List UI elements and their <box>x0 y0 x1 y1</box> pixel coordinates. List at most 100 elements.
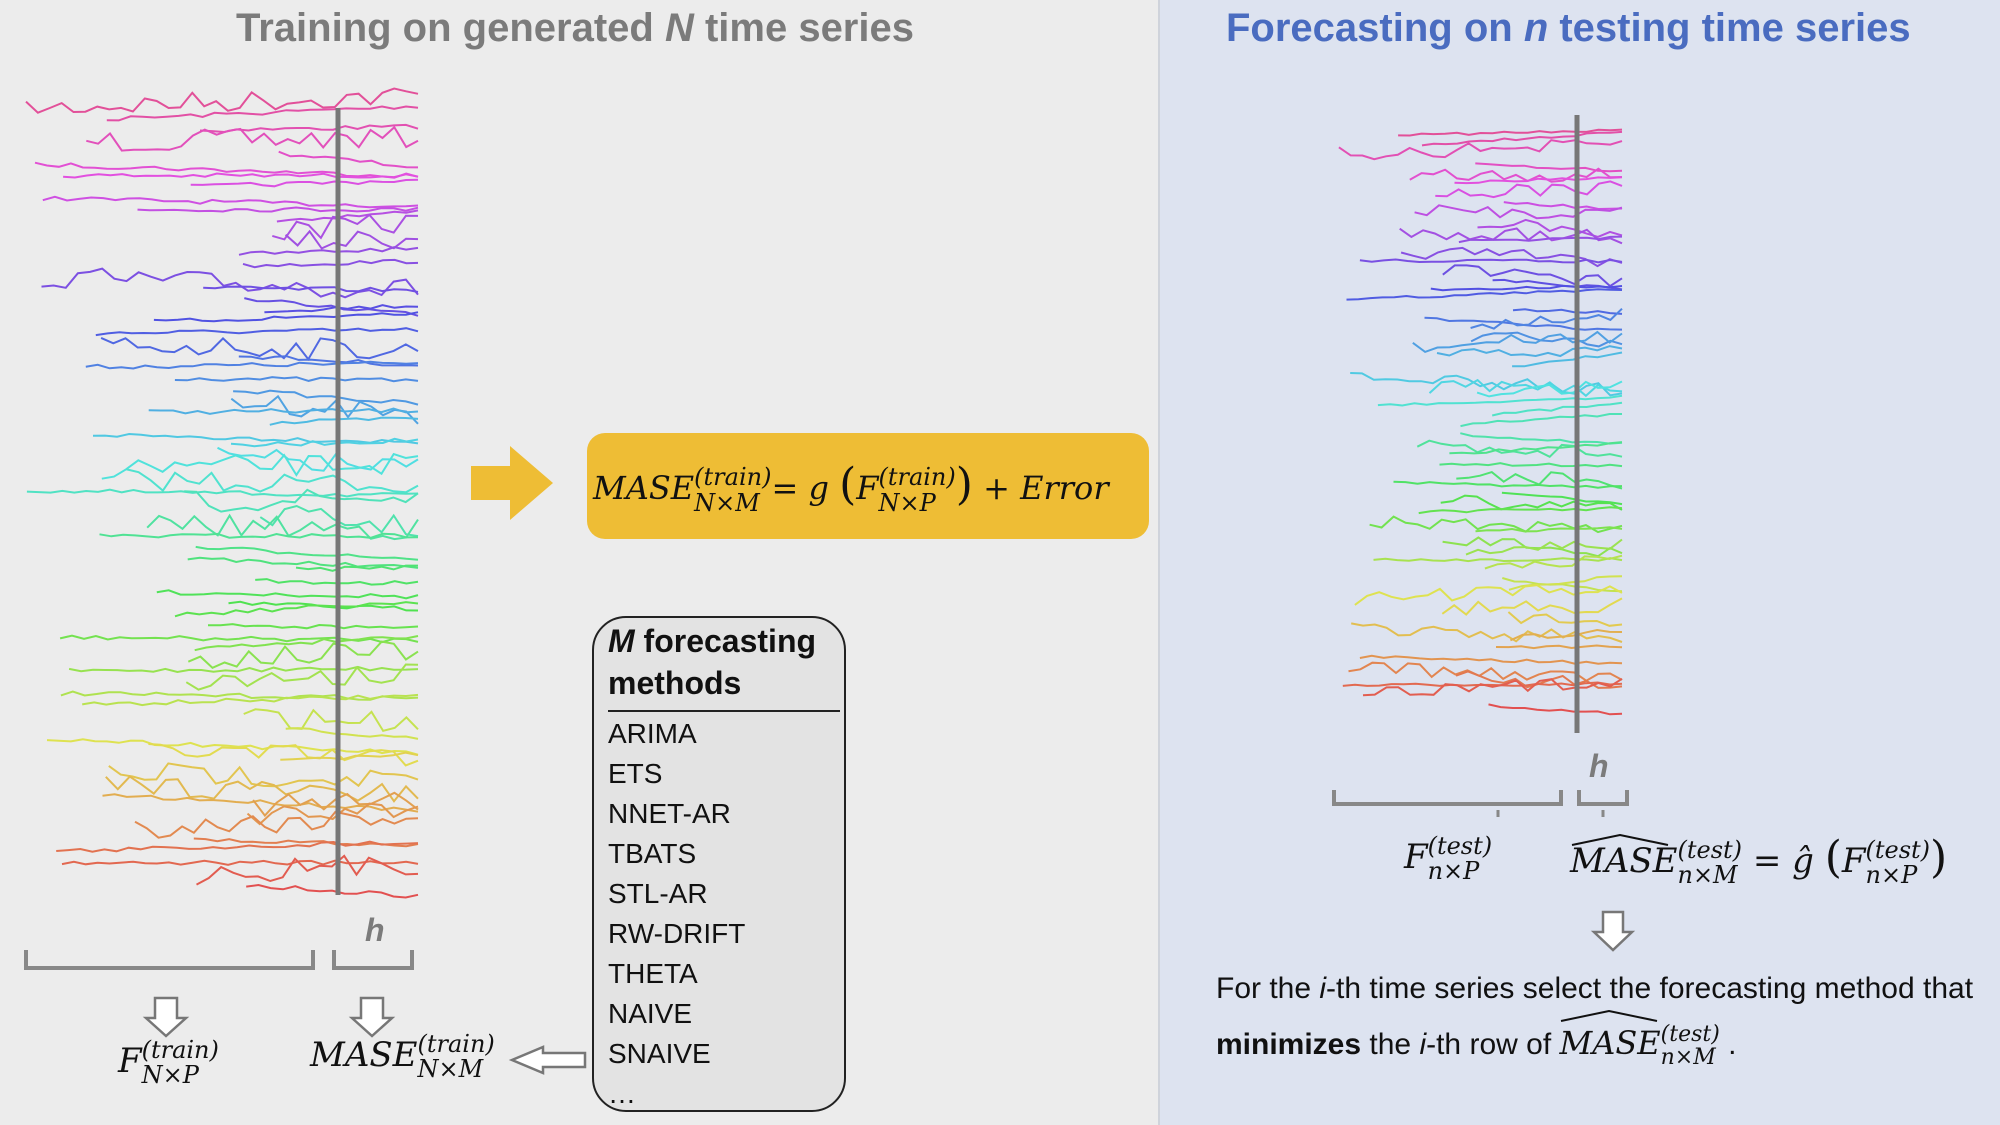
time-series-line <box>108 762 419 788</box>
selection-rule-text: For the i-th time series select the fore… <box>1216 972 1974 1071</box>
method-item: STL-AR <box>608 878 708 909</box>
time-series-line <box>1470 307 1623 330</box>
time-series-line <box>95 327 419 337</box>
time-series-line <box>233 389 419 406</box>
method-item: NAIVE <box>608 998 693 1029</box>
method-item: … <box>608 1078 636 1109</box>
training-features-bracket <box>24 950 315 970</box>
time-series-line <box>1454 176 1623 185</box>
time-series-line <box>100 336 419 361</box>
time-series-line <box>1440 494 1623 511</box>
time-series-line <box>134 810 419 839</box>
time-series-line <box>1470 331 1623 348</box>
time-series-line <box>185 663 419 691</box>
training-title: Training on generated N time series <box>236 6 914 50</box>
time-series-line <box>92 432 419 445</box>
time-series-line <box>68 665 419 674</box>
time-series-line <box>1439 462 1623 468</box>
time-series-line <box>60 690 419 701</box>
time-series-line <box>25 87 419 114</box>
time-series-line <box>1477 218 1623 238</box>
time-series-line <box>1475 526 1623 533</box>
testing-features-bracket <box>1332 790 1563 806</box>
time-series-line <box>1359 258 1623 264</box>
time-series-line <box>244 297 419 317</box>
time-series-line <box>1373 557 1623 563</box>
method-item: NNET-AR <box>608 798 731 829</box>
method-item: TBATS <box>608 838 697 869</box>
training-series-lines <box>25 87 419 899</box>
time-series-line <box>217 446 419 472</box>
time-series-line <box>230 437 419 448</box>
time-series-line <box>41 267 419 299</box>
time-series-line <box>146 513 419 541</box>
time-series-line <box>1460 413 1622 428</box>
time-series-line <box>1409 167 1623 183</box>
time-series-line <box>269 416 419 426</box>
time-series-line <box>1430 284 1623 292</box>
time-series-line <box>230 394 419 425</box>
down-arrow-icon <box>348 996 396 1038</box>
hat-accent <box>1571 834 1669 846</box>
time-series-line <box>1460 432 1623 445</box>
time-series-line <box>195 545 419 561</box>
time-series-line <box>153 311 419 323</box>
down-arrow-icon <box>1590 910 1636 952</box>
method-item: RW-DRIFT <box>608 918 746 949</box>
method-item: ARIMA <box>608 718 697 749</box>
time-series-line <box>105 775 419 803</box>
methods-list: ARIMA ETS NNET-AR TBATS STL-AR RW-DRIFT … <box>594 712 844 1110</box>
testing-series-lines <box>1338 128 1623 716</box>
time-series-line <box>246 802 419 826</box>
time-series-line <box>1509 628 1623 642</box>
time-series-line <box>1416 439 1623 459</box>
testing-features-label: F (test) n×P <box>1404 832 1493 886</box>
training-panel <box>0 0 1158 1125</box>
time-series-line <box>285 727 419 740</box>
training-features-label: F (train) N×P <box>118 1036 219 1090</box>
time-series-line <box>1393 480 1623 489</box>
time-series-line <box>243 708 419 732</box>
time-series-line <box>174 601 419 618</box>
time-series-line <box>1449 441 1623 455</box>
time-series-line <box>56 840 419 853</box>
time-series-line <box>148 743 419 767</box>
time-series-line <box>1442 264 1623 288</box>
time-series-line <box>1458 235 1623 244</box>
time-series-line <box>82 693 419 707</box>
time-series-line <box>1501 491 1623 506</box>
time-series-line <box>187 640 419 669</box>
time-series-line <box>208 623 419 630</box>
time-series-line <box>85 360 419 370</box>
time-series-line <box>1399 227 1623 245</box>
forecasting-title: Forecasting on n testing time series <box>1226 6 1911 50</box>
training-horizon-label: h <box>365 912 385 948</box>
time-series-line <box>272 213 419 241</box>
time-series-line <box>156 589 419 600</box>
down-arrow-icon <box>142 996 190 1038</box>
time-series-line <box>187 556 419 569</box>
time-series-line <box>137 206 419 213</box>
time-series-line <box>264 304 419 314</box>
time-series-line <box>1484 554 1623 570</box>
time-series-line <box>1400 246 1623 268</box>
time-series-line <box>284 229 419 250</box>
time-series-line <box>184 488 419 513</box>
time-series-line <box>1418 506 1623 515</box>
training-horizon-bracket <box>332 950 414 970</box>
time-series-line <box>1359 654 1623 665</box>
time-series-line <box>174 376 419 383</box>
time-series-line <box>99 532 419 539</box>
method-item: THETA <box>608 958 698 989</box>
hat-accent <box>1561 1010 1658 1022</box>
testing-mase-estimate-formula: MASE (test) n×M = ĝ (F (test) n×P) <box>1570 832 1948 889</box>
methods-heading: M forecasting methods <box>608 618 840 712</box>
time-series-line <box>1346 288 1623 301</box>
time-series-line <box>1436 345 1623 358</box>
time-series-line <box>1435 180 1623 199</box>
time-series-line <box>1377 394 1623 407</box>
time-series-line <box>295 564 418 572</box>
regression-formula: MASE (train) N×M = g (F (train) N×P) + Error <box>593 459 1109 517</box>
time-series-line <box>1465 538 1623 556</box>
time-series-line <box>1488 703 1623 716</box>
